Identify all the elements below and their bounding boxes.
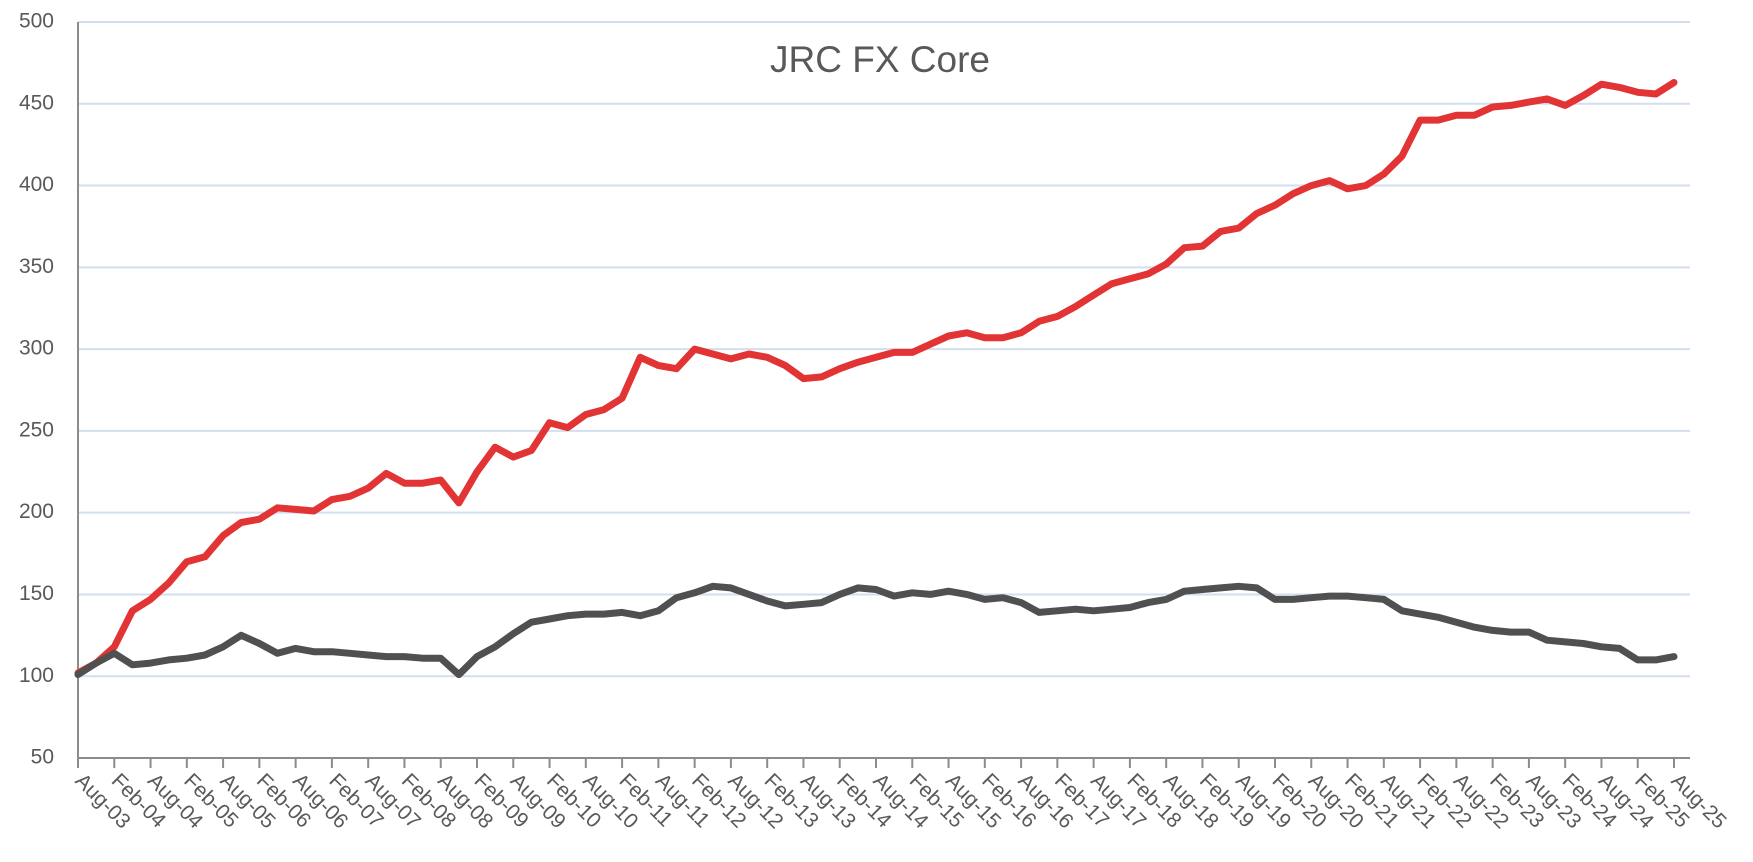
y-tick-label: 500: [19, 10, 54, 33]
y-tick-label: 150: [19, 582, 54, 605]
y-tick-label: 300: [19, 337, 54, 360]
y-tick-label: 50: [31, 746, 54, 769]
y-tick-label: 400: [19, 173, 54, 196]
y-tick-label: 100: [19, 664, 54, 687]
chart-title: JRC FX Core: [770, 39, 990, 80]
series-line: [74, 582, 1678, 679]
y-tick-label: 350: [19, 255, 54, 278]
series-line: [74, 79, 1678, 677]
y-tick-label: 250: [19, 418, 54, 441]
y-tick-label: 450: [19, 91, 54, 114]
y-tick-label: 200: [19, 500, 54, 523]
